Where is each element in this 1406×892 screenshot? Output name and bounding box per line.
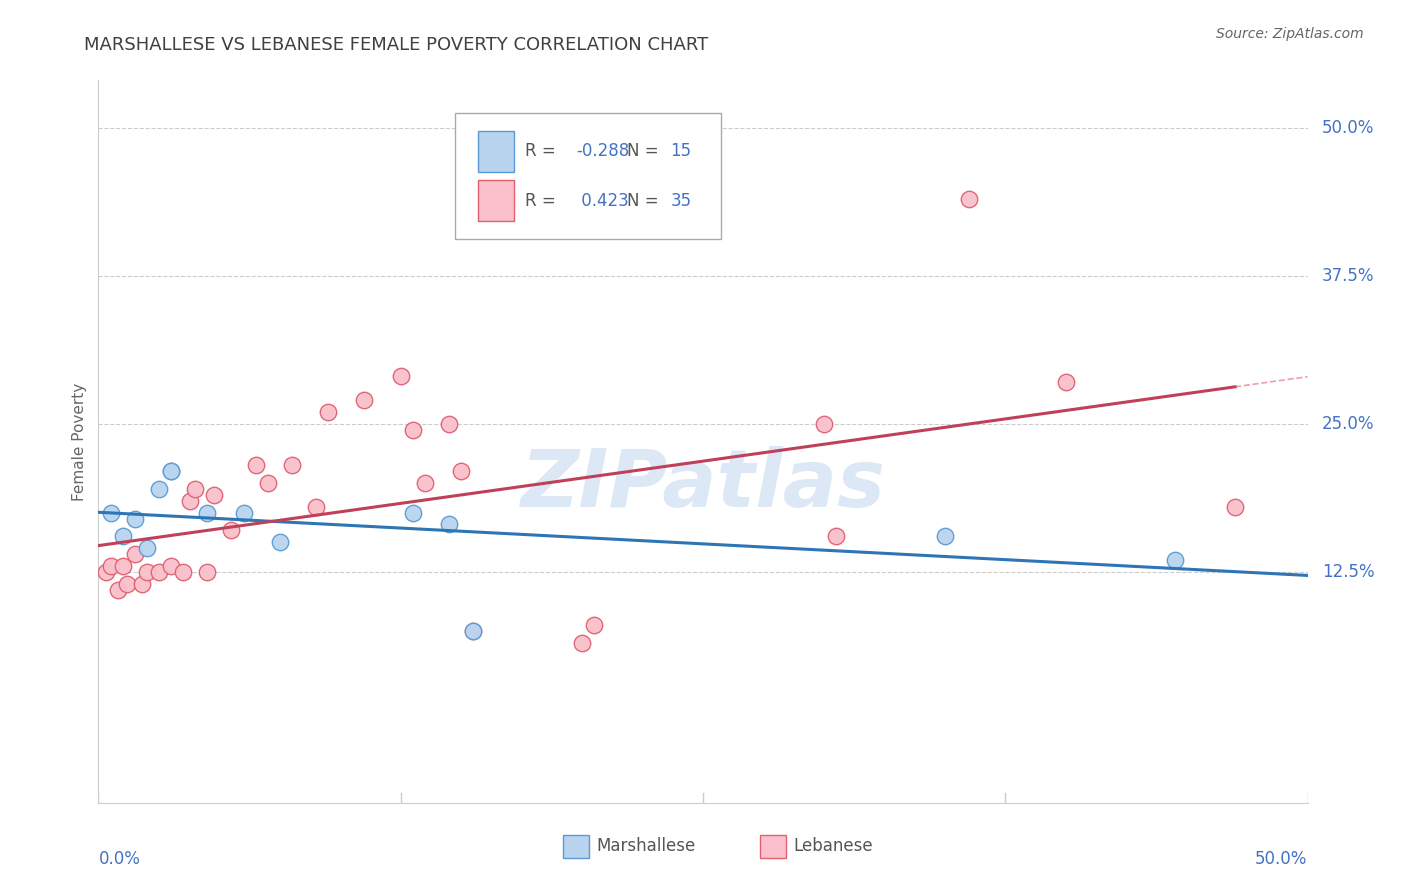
Point [160,558,183,573]
Text: MARSHALLESE VS LEBANESE FEMALE POVERTY CORRELATION CHART: MARSHALLESE VS LEBANESE FEMALE POVERTY C… [84,36,709,54]
Text: R =: R = [526,143,561,161]
Point [135,565,157,579]
Point [1163,553,1185,567]
Point [117,576,139,591]
Point [184,482,207,496]
Text: 12.5%: 12.5% [1322,563,1375,581]
Point [124,511,146,525]
Point [195,565,218,579]
Point [111,558,134,573]
Point [124,547,146,561]
Point [316,405,339,419]
Point [402,506,425,520]
Point [195,506,218,520]
Point [437,517,460,532]
Point [131,576,153,591]
FancyBboxPatch shape [478,180,515,221]
Text: 25.0%: 25.0% [1322,415,1375,433]
Text: ZIPatlas: ZIPatlas [520,446,886,524]
Text: R =: R = [526,192,561,210]
Text: N =: N = [627,143,664,161]
Point [160,464,183,478]
Point [1223,500,1246,514]
Point [111,529,134,543]
Point [148,482,170,496]
Point [1054,376,1077,390]
Text: 35: 35 [671,192,692,210]
FancyBboxPatch shape [478,131,515,172]
Point [353,393,375,408]
Text: -0.288: -0.288 [576,143,630,161]
Point [204,488,226,502]
Point [100,558,122,573]
Point [463,624,485,638]
Text: 37.5%: 37.5% [1322,267,1375,285]
Point [94,565,117,579]
Point [172,565,194,579]
Point [107,582,129,597]
Point [934,529,956,543]
FancyBboxPatch shape [759,835,786,858]
Point [957,192,980,206]
Point [148,565,170,579]
Y-axis label: Female Poverty: Female Poverty [72,383,87,500]
Point [256,475,278,490]
Point [221,524,243,538]
Text: N =: N = [627,192,664,210]
Point [160,464,183,478]
FancyBboxPatch shape [456,112,721,239]
Point [232,506,254,520]
Point [245,458,267,473]
Point [100,506,122,520]
Point [450,464,472,478]
Point [179,493,201,508]
Point [269,535,291,549]
Text: 50.0%: 50.0% [1322,119,1375,136]
Point [825,529,848,543]
Text: Source: ZipAtlas.com: Source: ZipAtlas.com [1216,27,1364,41]
Point [305,500,328,514]
Point [463,624,485,638]
Text: 15: 15 [671,143,692,161]
Text: Lebanese: Lebanese [794,838,873,855]
Text: 0.423: 0.423 [576,192,628,210]
Point [389,369,412,384]
Text: Marshallese: Marshallese [596,838,696,855]
Text: 0.0%: 0.0% [98,850,141,868]
Point [413,475,436,490]
Point [135,541,157,556]
Point [281,458,304,473]
FancyBboxPatch shape [562,835,589,858]
Point [813,417,835,431]
Text: 50.0%: 50.0% [1256,850,1308,868]
Point [402,423,425,437]
Point [437,417,460,431]
Point [571,636,593,650]
Point [583,618,606,632]
